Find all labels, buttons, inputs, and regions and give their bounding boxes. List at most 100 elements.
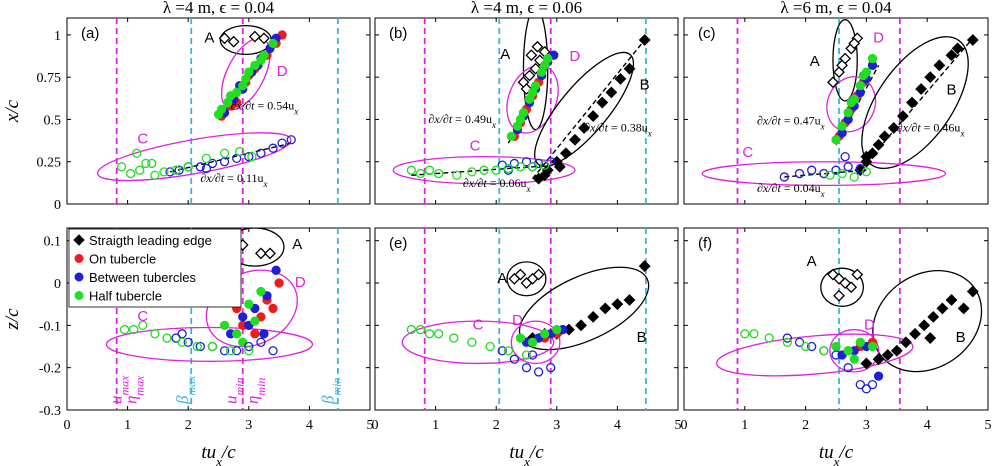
data-point-circle (546, 363, 556, 373)
data-point-circle (782, 337, 793, 347)
data-point-diamond (638, 260, 651, 273)
data-point-diamond (945, 294, 958, 306)
cluster-ellipse (820, 267, 865, 307)
data-point-circle (843, 108, 853, 118)
data-point-circle (485, 341, 495, 352)
data-point-circle (147, 158, 157, 169)
x-tick-label: 3 (245, 418, 252, 433)
data-point-diamond (575, 319, 587, 332)
data-point-circle (268, 303, 278, 314)
x-axis-label-sub: x (215, 454, 222, 466)
rate-subscript: x (959, 128, 964, 138)
cluster-ellipse (96, 132, 292, 182)
data-point-circle (150, 170, 160, 180)
panel-title: λ =6 m, ϵ = 0.04 (780, 0, 892, 17)
data-point-circle (256, 148, 266, 158)
data-point-circle (171, 165, 181, 175)
panel-title: λ =4 m, ϵ = 0.06 (471, 0, 582, 17)
data-point-circle (521, 363, 532, 373)
y-tick-label: -0.1 (39, 319, 61, 334)
data-point-circle (256, 55, 266, 65)
data-point-diamond (578, 121, 590, 134)
rate-subscript: x (526, 184, 531, 194)
data-point-circle (843, 162, 853, 172)
data-point-diamond (890, 344, 903, 357)
vertical-line-label: ηmin (243, 378, 268, 404)
rate-value: = 0.49u (455, 112, 492, 126)
panel-letter: (c) (698, 25, 716, 42)
data-point-circle (521, 157, 532, 167)
rate-derivative: ∂x/∂t (584, 120, 611, 134)
data-point-circle (232, 346, 242, 356)
data-point-diamond (957, 302, 970, 315)
data-point-diamond (605, 86, 618, 99)
data-point-circle (515, 162, 526, 172)
data-point-diamond (951, 42, 964, 55)
rate-annotation: ∂x/∂t = 0.49ux (428, 112, 496, 130)
data-point-circle (116, 162, 127, 172)
data-point-diamond (623, 294, 636, 306)
data-point-diamond (872, 353, 885, 366)
data-point-circle (125, 168, 136, 179)
data-point-circle (250, 316, 260, 326)
data-point-diamond (623, 62, 636, 75)
data-point-diamond (514, 268, 527, 281)
cluster-label: D (873, 29, 884, 46)
cluster-ellipse (832, 19, 858, 102)
data-point-circle (201, 153, 212, 163)
data-point-circle (424, 329, 435, 339)
data-point-circle (406, 165, 417, 175)
cluster-label: C (473, 316, 484, 333)
fit-line (835, 65, 880, 146)
y-tick-label: -0.3 (39, 404, 61, 419)
data-point-circle (840, 152, 850, 162)
data-point-circle (831, 341, 841, 352)
data-point-circle (415, 324, 426, 335)
data-point-circle (467, 337, 477, 347)
fit-line (169, 142, 292, 173)
panel-f: A B D (f) 0 1 2 3 4 5 (681, 227, 992, 433)
data-point-circle (286, 135, 296, 145)
data-point-diamond (227, 35, 240, 48)
data-point-circle (232, 329, 242, 339)
data-point-circle (794, 168, 805, 179)
rate-subscript: x (263, 179, 268, 189)
data-point-diamond (523, 69, 536, 82)
data-point-circle (527, 337, 538, 347)
data-point-circle (138, 320, 148, 330)
data-point-circle (867, 53, 878, 64)
x-tick-label: 4 (924, 418, 931, 433)
data-point-circle (256, 337, 266, 347)
legend-box (68, 228, 242, 308)
cluster-ellipse (701, 161, 947, 187)
cluster-label: B (640, 77, 650, 94)
data-point-circle (244, 341, 254, 352)
x-axis-label: tux/c (509, 442, 544, 466)
data-point-diamond (587, 110, 600, 122)
axes-box (683, 227, 989, 411)
panel-d: ADC(d)012345-0.3-0.2-0.100.1umaxηmaxβmax… (39, 227, 374, 433)
data-point-circle (540, 60, 550, 70)
x-tick-label: 4 (614, 418, 621, 433)
data-point-diamond (924, 71, 937, 84)
plot-area (96, 18, 339, 204)
data-point-diamond (860, 357, 873, 370)
data-point-circle (515, 333, 526, 343)
vertical-line-label: umin (222, 378, 247, 405)
panel-letter: (a) (81, 25, 99, 42)
data-point-circle (177, 337, 187, 347)
rate-value: = 0.11u (227, 171, 263, 185)
data-point-circle (527, 162, 538, 172)
data-point-circle (274, 278, 284, 288)
data-point-circle (235, 146, 245, 157)
data-point-circle (219, 320, 230, 330)
vertical-line-label: umax (106, 375, 131, 404)
cluster-ellipse (829, 328, 880, 373)
cluster-label: C (470, 137, 481, 154)
data-point-diamond (596, 96, 609, 109)
data-point-circle (183, 162, 193, 172)
legend-marker-diamond (73, 234, 85, 246)
rate-derivative: ∂x/∂t (200, 171, 227, 185)
data-point-circle (503, 163, 513, 174)
data-point-circle (162, 333, 172, 343)
